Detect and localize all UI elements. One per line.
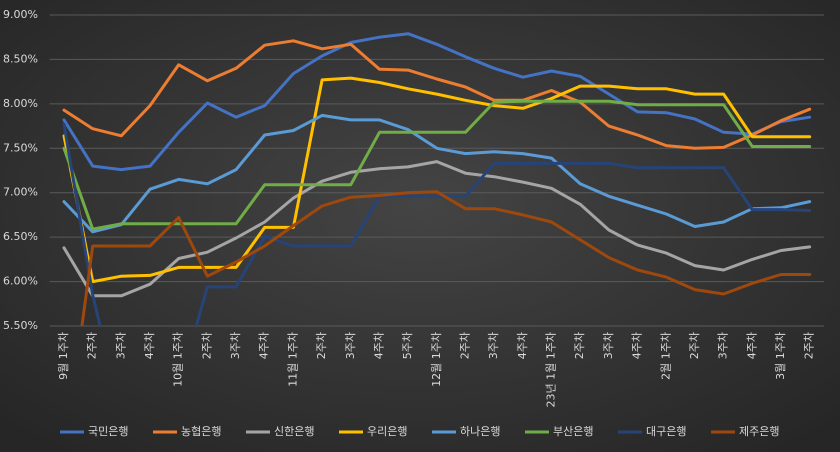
x-tick-label: 10월 1주차 [172,332,185,387]
series-line [62,76,812,284]
x-tick-label: 9월 1주차 [57,332,70,380]
y-tick-label: 7.00% [3,186,38,199]
y-tick-label: 8.00% [3,97,38,110]
series-line [62,122,812,326]
x-tick-label: 2주차 [573,332,586,359]
labels: 5.50% 6.00% 6.50% 7.00% 7.50% 8.00% 8.50% 9.00%… [3,8,816,438]
x-tick-label: 4주차 [516,332,529,359]
x-tick-label: 23년 1월 1주차 [545,332,558,407]
y-tick-label: 8.50% [3,52,38,65]
x-tick-label: 3주차 [344,332,357,359]
x-tick-label: 2월 1주차 [659,332,672,380]
x-tick-label: 11월 1주차 [286,332,299,387]
series-line [62,99,812,231]
x-tick-label: 2주차 [200,332,213,359]
x-tick-label: 3월 1주차 [774,332,787,380]
x-tick-label: 3주차 [114,332,127,359]
x-tick-label: 4주차 [143,332,156,359]
x-tick-label: 3주차 [717,332,730,359]
legend-label: 신한은행 [274,425,314,438]
x-tick-label: 4주차 [258,332,271,359]
legend-label: 하나은행 [460,424,500,438]
x-tick-label: 2주차 [459,332,472,359]
x-tick-label: 5주차 [401,332,414,359]
y-tick-label: 5.50% [3,319,38,332]
series-line [80,190,812,326]
x-tick-label: 4주차 [631,332,644,359]
series-line [62,39,812,150]
x-tick-label: 3주차 [602,332,615,359]
plot-area [62,32,812,326]
x-tick-label: 2주차 [803,332,816,359]
x-tick-label: 2주차 [315,332,328,359]
x-tick-label: 2주차 [86,332,99,359]
x-tick-label: 3주차 [229,332,242,359]
legend-label: 대구은행 [646,425,686,438]
legend-label: 농협은행 [181,425,221,438]
x-tick-label: 4주차 [745,332,758,359]
y-tick-label: 7.50% [3,141,38,154]
x-tick-label: 2주차 [688,332,701,359]
y-tick-label: 6.00% [3,275,38,288]
y-tick-label: 6.50% [3,230,38,243]
legend-label: 우리은행 [367,425,407,438]
y-tick-label: 9.00% [3,8,38,21]
x-tick-label: 4주차 [372,332,385,359]
series-line [62,160,812,298]
legend-label: 부산은행 [553,425,593,438]
x-tick-label: 12월 1주차 [430,332,443,387]
legend-label: 국민은행 [88,425,128,438]
x-tick-label: 3주차 [487,332,500,359]
legend-label: 제주은행 [739,425,779,438]
series-line [62,32,812,172]
series-line [62,113,812,234]
